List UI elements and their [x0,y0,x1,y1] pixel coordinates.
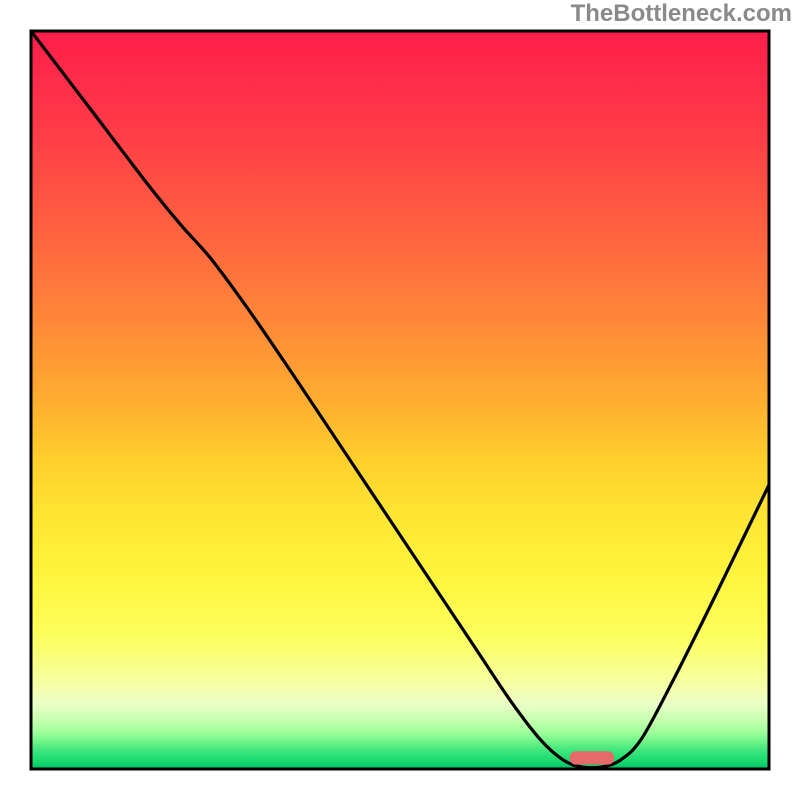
gradient-background [31,31,769,769]
optimal-marker [570,751,614,764]
watermark-text: TheBottleneck.com [571,0,792,28]
bottleneck-chart [0,0,800,800]
chart-container: { "watermark": { "text": "TheBottleneck.… [0,0,800,800]
